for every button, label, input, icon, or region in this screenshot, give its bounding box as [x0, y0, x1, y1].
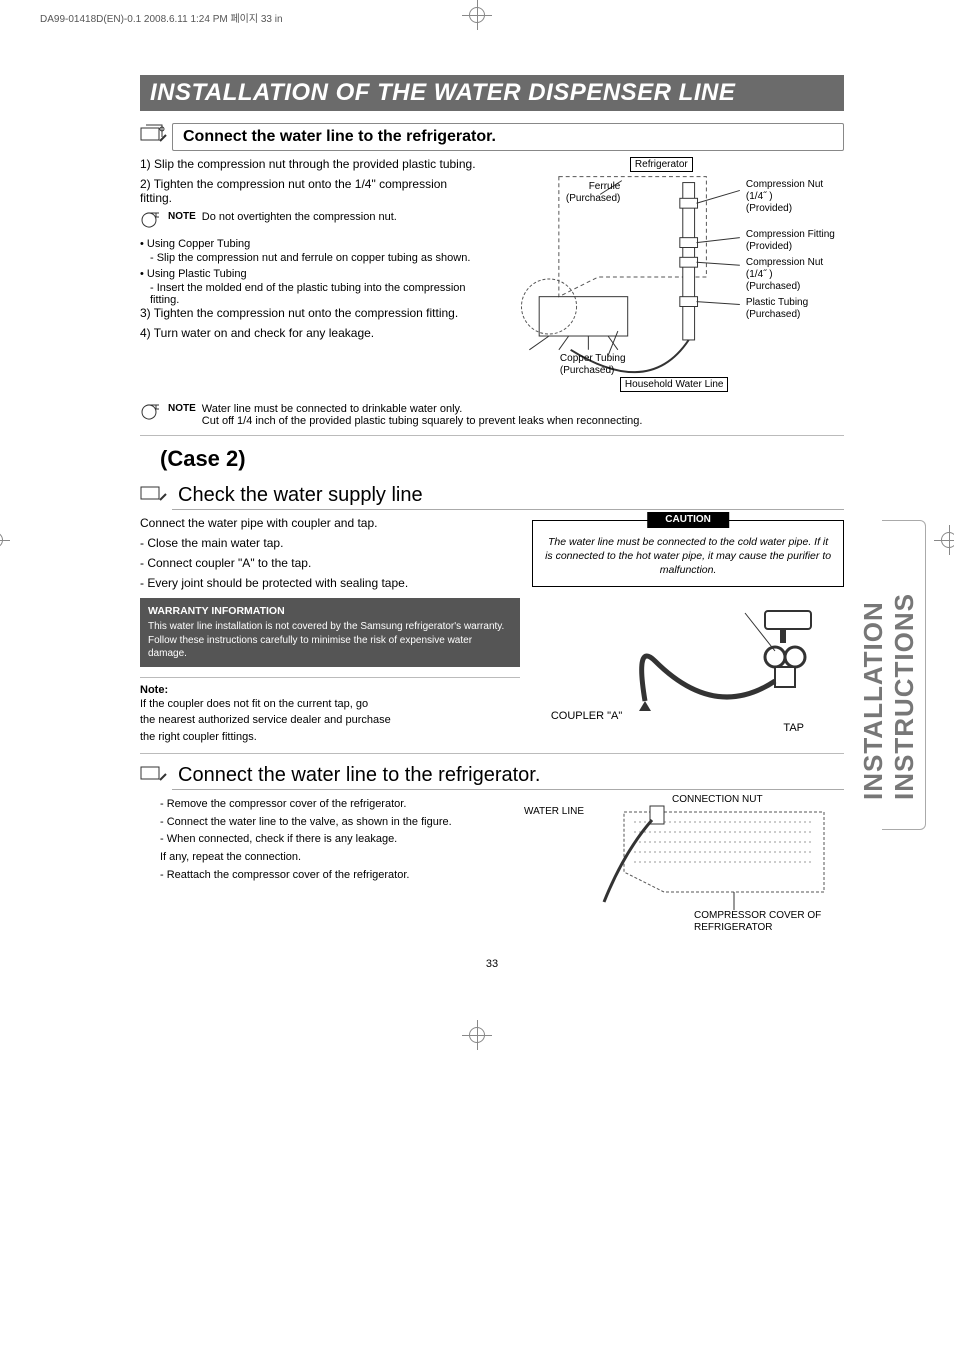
cn-prov-text: Compression Nut (1/4˝ ) — [746, 179, 823, 202]
cn-prov-sub: (Provided) — [746, 203, 792, 214]
label-cf: Compression Fitting (Provided) — [746, 229, 835, 253]
section2-heading: Check the water supply line — [172, 482, 844, 510]
nb2: the nearest authorized service dealer an… — [140, 714, 391, 726]
cf-text: Compression Fitting — [746, 229, 835, 240]
sec2-li2: - Connect coupler "A" to the tap. — [140, 556, 520, 570]
conn-nut-label: CONNECTION NUT — [672, 794, 763, 806]
plastic-text: Plastic Tubing — [746, 297, 808, 308]
note2-line2: Cut off 1/4 inch of the provided plastic… — [202, 415, 643, 427]
step2: 2) Tighten the compression nut onto the … — [140, 177, 478, 205]
coupler-label: COUPLER "A" — [551, 710, 622, 722]
diagram-waterline: Refrigerator Ferrule (Purchased) Compres… — [490, 157, 844, 397]
cn-pur-sub: (Purchased) — [746, 281, 800, 292]
step1: 1) Slip the compression nut through the … — [140, 157, 478, 171]
label-plastic: Plastic Tubing (Purchased) — [746, 297, 808, 321]
bullet-copper-sub: - Slip the compression nut and ferrule o… — [150, 252, 478, 264]
label-ferrule: Ferrule (Purchased) — [566, 181, 620, 205]
caution-badge: CAUTION — [647, 512, 729, 528]
sec2-li1: - Close the main water tap. — [140, 536, 520, 550]
section1-heading: Connect the water line to the refrigerat… — [172, 123, 844, 151]
step3: 3) Tighten the compression nut onto the … — [140, 306, 478, 320]
plastic-sub: (Purchased) — [746, 309, 800, 320]
warranty-l1: This water line installation is not cove… — [148, 620, 512, 634]
label-household: Household Water Line — [620, 377, 729, 392]
crop-mark-bottom — [462, 1020, 492, 1050]
note-icon — [140, 403, 162, 424]
divider — [140, 435, 844, 436]
note2-body: If the coupler does not fit on the curre… — [140, 696, 520, 746]
label-cn-purchased: Compression Nut (1/4˝ ) (Purchased) — [746, 257, 844, 293]
section3-heading: Connect the water line to the refrigerat… — [172, 762, 844, 790]
side-tab: INSTALLATION INSTRUCTIONS — [858, 550, 920, 800]
step4: 4) Turn water on and check for any leaka… — [140, 326, 478, 340]
warranty-title: WARRANTY INFORMATION — [148, 604, 512, 618]
sec2-intro: Connect the water pipe with coupler and … — [140, 516, 520, 530]
cn-pur-text: Compression Nut (1/4˝ ) — [746, 257, 823, 280]
label-refrigerator: Refrigerator — [630, 157, 693, 172]
case2-heading: (Case 2) — [160, 446, 844, 472]
note-label: NOTE — [168, 211, 196, 222]
divider — [140, 753, 844, 754]
bullet-plastic-sub: - Insert the molded end of the plastic t… — [150, 282, 478, 306]
ferrule-text: Ferrule — [589, 181, 621, 192]
page-number: 33 — [140, 958, 844, 970]
compressor-label: COMPRESSOR COVER OF REFRIGERATOR — [694, 910, 844, 934]
note2-title: Note: — [140, 677, 520, 696]
warranty-box: WARRANTY INFORMATION This water line ins… — [140, 598, 520, 667]
nb1: If the coupler does not fit on the curre… — [140, 698, 368, 710]
tap-label: TAP — [532, 722, 844, 734]
caution-box: CAUTION The water line must be connected… — [532, 520, 844, 587]
coupler-diagram — [625, 609, 825, 719]
caution-text: The water line must be connected to the … — [545, 536, 831, 576]
sec2-li3: - Every joint should be protected with s… — [140, 576, 520, 590]
bullet-copper: • Using Copper Tubing — [140, 238, 478, 250]
nb3: the right coupler fittings. — [140, 731, 257, 743]
crop-mark-left — [0, 525, 10, 555]
warranty-l2: Follow these instructions carefully to m… — [148, 634, 512, 661]
ferrule-sub: (Purchased) — [566, 193, 620, 204]
crop-mark-top — [462, 0, 492, 30]
tools-icon — [140, 123, 168, 145]
note1-text: Do not overtighten the compression nut. — [202, 211, 397, 223]
cf-sub: (Provided) — [746, 241, 792, 252]
note2-text: Water line must be connected to drinkabl… — [202, 403, 643, 427]
copper-sub: (Purchased) — [560, 365, 614, 376]
label-cn-provided: Compression Nut (1/4˝ ) (Provided) — [746, 179, 844, 215]
bullet-plastic: • Using Plastic Tubing — [140, 268, 478, 280]
note-icon — [140, 211, 162, 232]
tools-icon — [140, 762, 168, 784]
copper-text: Copper Tubing — [560, 353, 626, 364]
note-label2: NOTE — [168, 403, 196, 414]
tools-icon — [140, 482, 168, 504]
crop-mark-right — [934, 525, 954, 555]
note2-line1: Water line must be connected to drinkabl… — [202, 403, 462, 415]
water-line-label: WATER LINE — [524, 806, 584, 818]
label-copper: Copper Tubing (Purchased) — [560, 353, 626, 377]
page-title: INSTALLATION OF THE WATER DISPENSER LINE — [140, 75, 844, 111]
diagram-compressor: WATER LINE CONNECTION NUT COMPRESSOR COV… — [544, 792, 844, 932]
